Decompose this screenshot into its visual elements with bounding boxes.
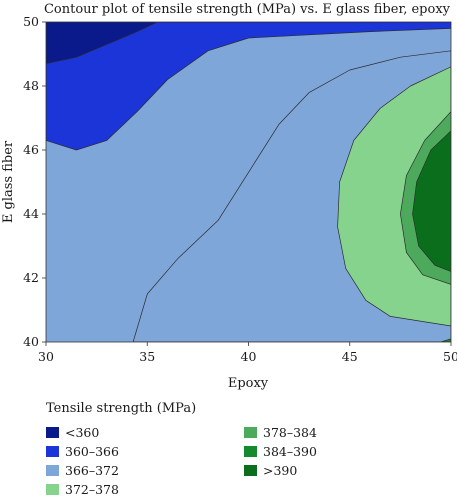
legend-swatch [46, 465, 59, 476]
y-axis-label: E glass fiber [1, 140, 16, 223]
legend-label: 384–390 [263, 444, 317, 459]
legend-swatch [46, 484, 59, 495]
legend-label: 366–372 [65, 463, 119, 478]
contour-regions [46, 22, 451, 342]
x-tick-label: 40 [241, 349, 257, 364]
legend-swatch [46, 427, 59, 438]
legend-title: Tensile strength (MPa) [46, 401, 197, 416]
x-tick-label: 45 [342, 349, 358, 364]
legend-swatch [46, 446, 59, 457]
legend-label: <360 [65, 425, 100, 440]
y-tick-label: 46 [23, 142, 39, 157]
legend-swatch [244, 446, 257, 457]
x-tick-label: 30 [38, 349, 54, 364]
legend-item: 378–384 [244, 425, 317, 440]
contour-region-384–390 [440, 338, 451, 342]
legend-swatch [244, 427, 257, 438]
y-tick-label: 40 [23, 334, 39, 349]
x-axis: 30 35 40 45 50 [38, 342, 457, 364]
legend-item: 366–372 [46, 463, 119, 478]
legend-item: 384–390 [244, 444, 317, 459]
legend-item: 372–378 [46, 482, 119, 497]
x-axis-label: Epoxy [228, 376, 269, 391]
y-tick-label: 44 [23, 206, 39, 221]
y-tick-label: 42 [23, 270, 39, 285]
legend-label: 378–384 [263, 425, 317, 440]
contour-region->390 [412, 130, 451, 272]
contour-region-<360 [46, 22, 451, 64]
chart-title: Contour plot of tensile strength (MPa) v… [44, 2, 451, 17]
legend-label: 360–366 [65, 444, 119, 459]
legend-item: 360–366 [46, 444, 119, 459]
contour-region-360–366 [46, 22, 451, 151]
y-axis: 40 42 44 46 48 50 [23, 14, 46, 349]
contour-chart: Contour plot of tensile strength (MPa) v… [1, 2, 457, 391]
legend-swatch [244, 465, 257, 476]
legend-item: >390 [244, 463, 297, 478]
x-tick-label: 50 [443, 349, 457, 364]
legend-label: 372–378 [65, 482, 119, 497]
x-tick-label: 35 [139, 349, 155, 364]
y-tick-label: 48 [23, 78, 39, 93]
legend-item: <360 [46, 425, 99, 440]
legend-label: >390 [263, 463, 298, 478]
y-tick-label: 50 [23, 14, 39, 29]
